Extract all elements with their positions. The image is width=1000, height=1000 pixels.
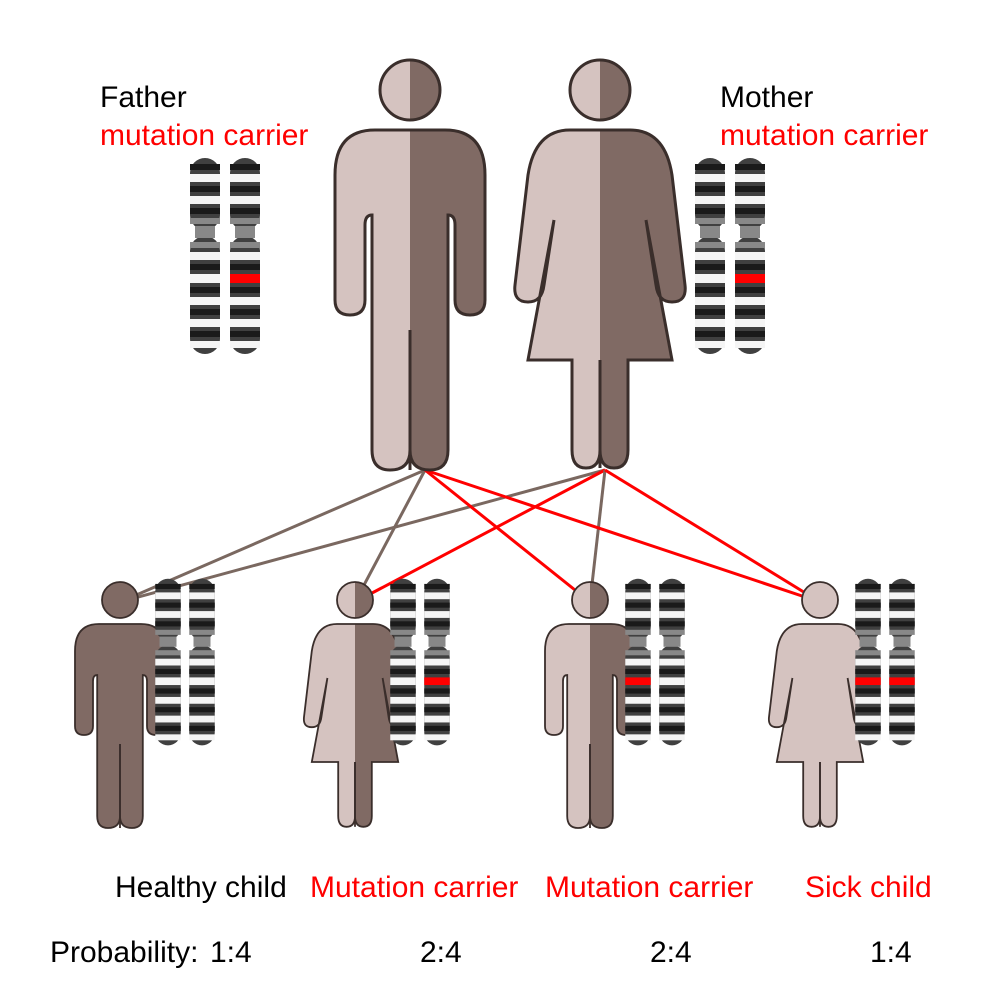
male-figure bbox=[335, 60, 485, 470]
child-label-3: Sick child bbox=[805, 870, 932, 906]
chromosome-icon bbox=[695, 158, 725, 354]
male-figure bbox=[75, 582, 165, 828]
male-figure bbox=[545, 582, 635, 828]
child-label-0: Healthy child bbox=[115, 870, 287, 906]
chromosome-icon bbox=[659, 579, 685, 746]
chromosome-icon bbox=[390, 579, 416, 746]
father-subtitle: mutation carrier bbox=[100, 118, 308, 154]
mother-title: Mother bbox=[720, 80, 813, 116]
probability-1: 2:4 bbox=[420, 935, 462, 971]
probability-2: 2:4 bbox=[650, 935, 692, 971]
child-label-1: Mutation carrier bbox=[310, 870, 518, 906]
chromosome-icon bbox=[190, 158, 220, 354]
mother-subtitle: mutation carrier bbox=[720, 118, 928, 154]
probability-3: 1:4 bbox=[870, 935, 912, 971]
chromosome-icon bbox=[855, 579, 881, 746]
chromosome-icon bbox=[230, 158, 260, 354]
chromosome-icon bbox=[155, 579, 181, 746]
child-label-2: Mutation carrier bbox=[545, 870, 753, 906]
probability-0: 1:4 bbox=[210, 935, 252, 971]
chromosome-icon bbox=[625, 579, 651, 746]
chromosome-icon bbox=[424, 579, 450, 746]
chromosome-icon bbox=[189, 579, 215, 746]
inheritance-line bbox=[120, 470, 605, 602]
female-figure bbox=[515, 60, 685, 468]
father-title: Father bbox=[100, 80, 187, 116]
chromosome-icon bbox=[735, 158, 765, 354]
probability-label: Probability: bbox=[50, 935, 198, 971]
inheritance-line bbox=[425, 470, 820, 602]
chromosome-icon bbox=[889, 579, 915, 746]
